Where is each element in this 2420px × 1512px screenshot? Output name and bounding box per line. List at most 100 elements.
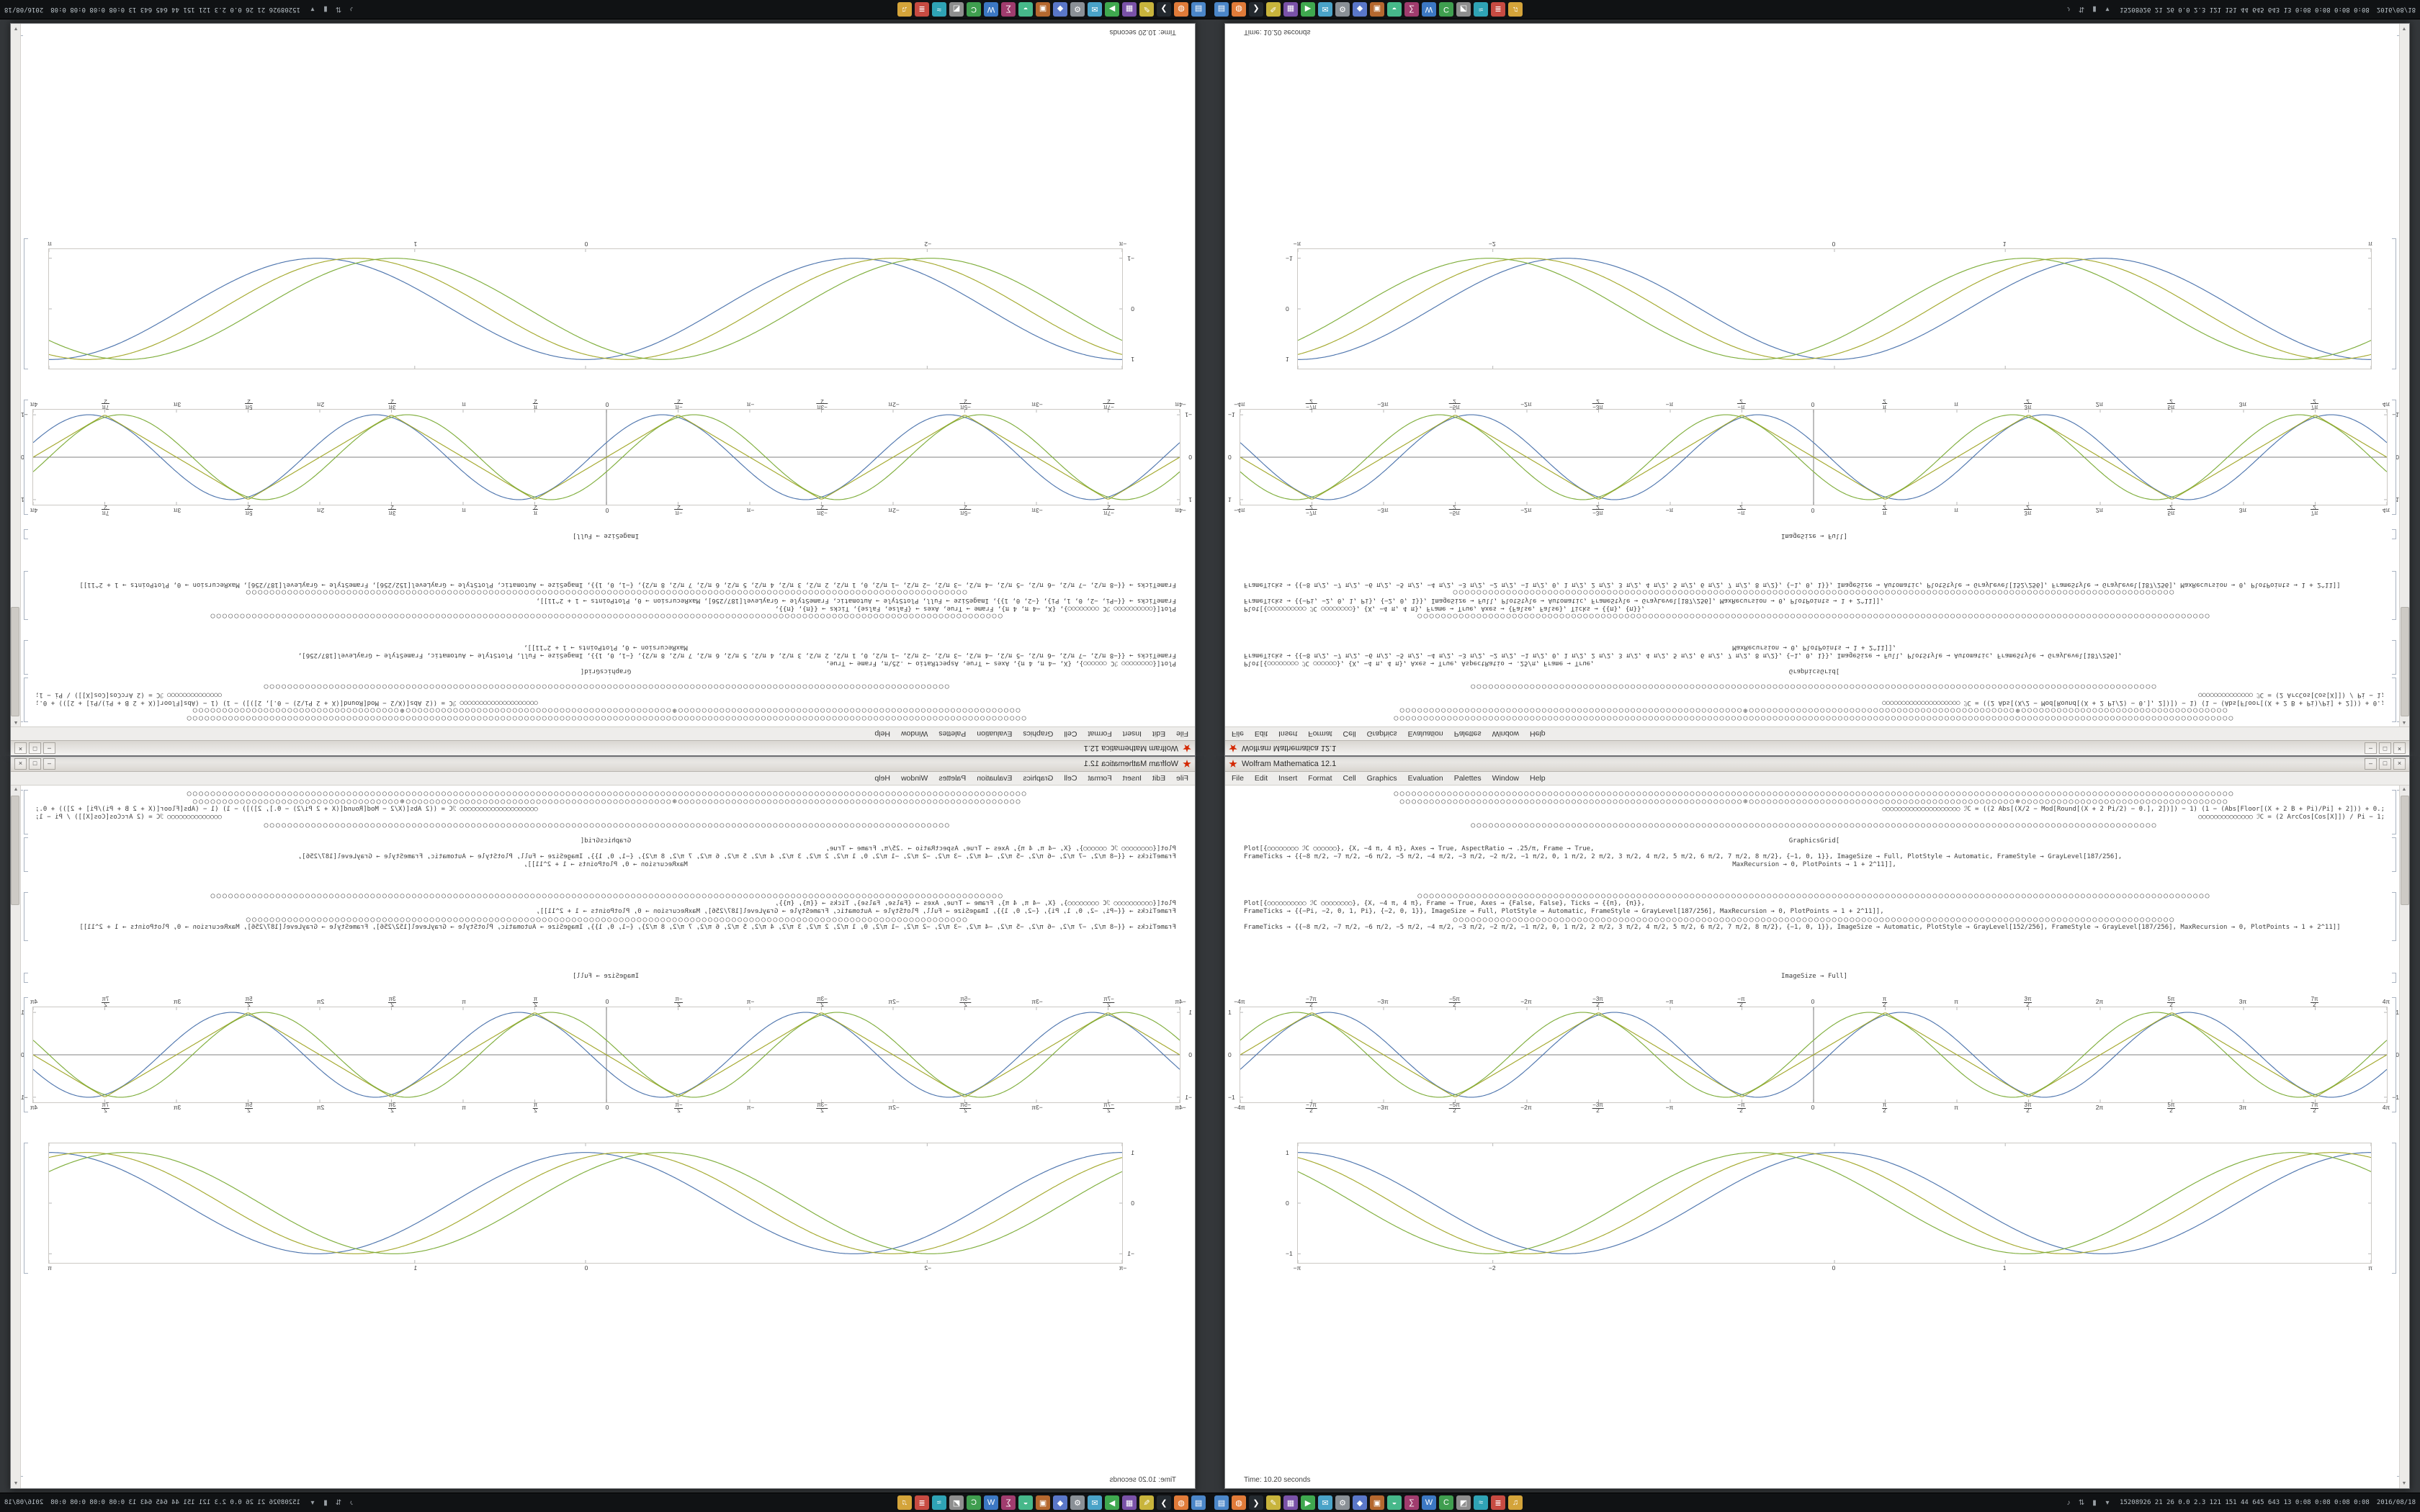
code-line[interactable]: ○○○○○○○○○○○○○○○○○○○○○○○○○○○○○○○○○○○○○○○○… <box>1471 822 2158 829</box>
code-line[interactable]: Plot[{○○○○○○○○ ℐC ○○○○○○}, {X, −4 π, 4 π… <box>825 660 1176 667</box>
image-viewer-icon[interactable]: ▦ <box>1122 2 1137 17</box>
window-titlebar[interactable]: Wolfram Mathematica 12.1 – □ × <box>11 757 1195 772</box>
menu-item-window[interactable]: Window <box>900 774 928 783</box>
screenshot-tool-icon[interactable]: ◩ <box>949 1495 964 1510</box>
settings-icon[interactable]: ⚙ <box>1335 1495 1350 1510</box>
code-line[interactable]: GraphicsGrid[ <box>580 837 632 845</box>
code-line[interactable]: Plot[{○○○○○○○○○○ ℐC ○○○○○○○○}, {X, −4 π,… <box>775 900 1176 907</box>
code-line[interactable]: ○○○○○○○○○○○○○○ ℐC = (2 ArcCos[Cos[X]]) /… <box>35 691 222 698</box>
menu-item-format[interactable]: Format <box>1308 729 1332 738</box>
menu-item-insert[interactable]: Insert <box>1278 729 1298 738</box>
code-line[interactable]: ○○○○○○○○○○○○○○○○○○○○○○○○○○○○○○○○○○○○○○○○… <box>262 683 949 690</box>
menu-item-palettes[interactable]: Palettes <box>938 729 967 738</box>
menu-item-graphics[interactable]: Graphics <box>1023 774 1054 783</box>
code-line[interactable]: ○○○○○○○○○○○○○○○○○○○○○○○○○○○○○○○○○○○○○○○○… <box>1453 588 2176 596</box>
web-browser-icon[interactable]: ◍ <box>1174 1495 1188 1510</box>
image-viewer-icon[interactable]: ▦ <box>1122 1495 1137 1510</box>
code-line[interactable]: FrameTicks → {{−8 π/2, −7 π/2, −6 π/2, −… <box>1244 853 2123 860</box>
menu-item-graphics[interactable]: Graphics <box>1366 729 1397 738</box>
code-line[interactable]: ○○○○○○○○○○○○○○○○○○○○○○○○○○○○○○○○○○○○○○○○… <box>209 892 1003 900</box>
code-line[interactable]: ○○○○○○○○○○○○○○○○○○○○ ℐC = ((2 Abs[(X/2 −… <box>1882 806 2385 813</box>
notifications-icon[interactable]: ▾ <box>2105 1498 2110 1507</box>
menu-item-format[interactable]: Format <box>1308 774 1332 783</box>
calculator-icon[interactable]: ∑ <box>1001 1495 1016 1510</box>
scrollbar[interactable]: ▲ ▼ <box>11 24 21 726</box>
code-line[interactable]: FrameTicks → {{−Pi, −2, 0, 1, Pi}, {−2, … <box>536 597 1176 604</box>
cell-bracket[interactable] <box>24 1143 28 1274</box>
scrollbar[interactable]: ▲ ▼ <box>11 786 21 1488</box>
code-line[interactable]: FrameTicks → {{−8 π/2, −7 π/2, −6 π/2, −… <box>1244 652 2123 659</box>
calculator-icon[interactable]: ∑ <box>1001 2 1016 17</box>
menu-item-edit[interactable]: Edit <box>1152 729 1166 738</box>
menu-item-edit[interactable]: Edit <box>1254 729 1268 738</box>
menu-item-cell[interactable]: Cell <box>1343 729 1356 738</box>
code-line[interactable]: ○○○○○○○○○○○○○○○○○○○○○○○○○○○○○○○○○○○○○○○○… <box>262 822 949 829</box>
scroll-down-arrow[interactable]: ▼ <box>13 1481 19 1486</box>
close-button[interactable]: × <box>2393 742 2406 754</box>
cell-bracket[interactable] <box>24 892 28 941</box>
close-button[interactable]: × <box>14 742 27 754</box>
code-line[interactable]: FrameTicks → {{−Pi, −2, 0, 1, Pi}, {−2, … <box>1244 908 1884 915</box>
notebook-content[interactable]: ○○○○○○○○○○○○○○○○○○○○○○○○○○○○○○○○○○○○○○○○… <box>11 786 1195 1488</box>
code-line[interactable]: ○○○○○○○○○○○○○○○○○○○○○○○○○○○○○○○○○○○○○○○○… <box>1394 714 2235 722</box>
code-line[interactable]: FrameTicks → {{−8 π/2, −7 π/2, −6 π/2, −… <box>1244 924 2341 931</box>
code-line[interactable]: ○○○○○○○○○○○○○○ ℐC = (2 ArcCos[Cos[X]]) /… <box>35 814 222 821</box>
network-icon[interactable]: ⇅ <box>2078 1498 2085 1507</box>
menu-item-cell[interactable]: Cell <box>1343 774 1356 783</box>
code-line[interactable]: MaxRecursion → 0, PlotPoints → 1 + 2^11]… <box>524 861 688 868</box>
mail-client-icon[interactable]: ✉ <box>1088 1495 1102 1510</box>
archive-manager-icon[interactable]: ▣ <box>1370 2 1384 17</box>
code-line[interactable]: ○○○○○○○○○○○○○○○○○○○○○○○○○○○○○○○○○○○○○○○○… <box>1417 892 2211 900</box>
scroll-down-arrow[interactable]: ▼ <box>2401 26 2407 31</box>
ide-icon[interactable]: ◆ <box>1353 2 1367 17</box>
battery-icon[interactable]: ▮ <box>323 1498 328 1507</box>
code-line[interactable]: ○○○○○○○○○○○○○○ ℐC = (2 ArcCos[Cos[X]]) /… <box>2198 814 2385 821</box>
menu-item-edit[interactable]: Edit <box>1152 774 1166 783</box>
input-cell-4[interactable]: ImageSize → Full] <box>1244 973 2385 981</box>
calculator-icon[interactable]: ∑ <box>1404 2 1419 17</box>
menu-item-insert[interactable]: Insert <box>1122 774 1142 783</box>
code-line[interactable]: ○○○○○○○○○○○○○○○○○○○○○○○○○○○○○○○○○○○○○○○○… <box>1399 706 2229 714</box>
code-line[interactable]: MaxRecursion → 0, PlotPoints → 1 + 2^11]… <box>524 644 688 651</box>
system-monitor-icon[interactable]: ≈ <box>1474 2 1488 17</box>
network-icon[interactable]: ⇅ <box>335 5 342 14</box>
code-line[interactable]: ImageSize → Full] <box>1780 973 1848 980</box>
code-line[interactable]: Plot[{○○○○○○○○○○ ℐC ○○○○○○○○}, {X, −4 π,… <box>775 605 1176 612</box>
file-manager-icon[interactable]: ▤ <box>1191 1495 1206 1510</box>
menu-item-evaluation[interactable]: Evaluation <box>977 774 1013 783</box>
screenshot-tool-icon[interactable]: ◩ <box>949 2 964 17</box>
cell-bracket[interactable] <box>24 238 28 369</box>
spreadsheet-icon[interactable]: C <box>1439 2 1453 17</box>
mail-client-icon[interactable]: ✉ <box>1318 2 1332 17</box>
notebook-content[interactable]: ○○○○○○○○○○○○○○○○○○○○○○○○○○○○○○○○○○○○○○○○… <box>11 24 1195 726</box>
office-writer-icon[interactable]: W <box>984 2 998 17</box>
web-browser-icon[interactable]: ◍ <box>1232 1495 1246 1510</box>
scroll-down-arrow[interactable]: ▼ <box>2401 1481 2407 1486</box>
volume-icon[interactable]: ♪ <box>2066 5 2071 14</box>
menu-item-window[interactable]: Window <box>900 729 928 738</box>
code-line[interactable]: ○○○○○○○○○○○○○○○○○○○○○○○○○○○○○○○○○○○○○○○○… <box>244 588 967 596</box>
code-line[interactable]: ○○○○○○○○○○○○○○○○○○○○○○○○○○○○○○○○○○○○○○○○… <box>1453 916 2176 924</box>
volume-icon[interactable]: ♪ <box>349 5 354 14</box>
text-editor-icon[interactable]: ✎ <box>1266 1495 1281 1510</box>
web-browser-icon[interactable]: ◍ <box>1232 2 1246 17</box>
archive-manager-icon[interactable]: ▣ <box>1036 2 1050 17</box>
archive-manager-icon[interactable]: ▣ <box>1370 1495 1384 1510</box>
menu-item-help[interactable]: Help <box>874 774 890 783</box>
code-line[interactable]: ○○○○○○○○○○○○○○○○○○○○ ℐC = ((2 Abs[(X/2 −… <box>1882 699 2385 706</box>
cell-bracket[interactable] <box>2392 997 2396 1112</box>
menu-item-palettes[interactable]: Palettes <box>1453 729 1482 738</box>
scroll-up-arrow[interactable]: ▲ <box>13 720 19 725</box>
chat-icon[interactable]: ◒ <box>1018 1495 1033 1510</box>
menu-item-graphics[interactable]: Graphics <box>1366 774 1397 783</box>
code-line[interactable]: Plot[{○○○○○○○○ ℐC ○○○○○○}, {X, −4 π, 4 π… <box>825 845 1176 852</box>
file-manager-icon[interactable]: ▤ <box>1191 2 1206 17</box>
notebook-content[interactable]: ○○○○○○○○○○○○○○○○○○○○○○○○○○○○○○○○○○○○○○○○… <box>1225 786 2409 1488</box>
media-player-icon[interactable]: ▶ <box>1105 1495 1119 1510</box>
cell-bracket[interactable] <box>24 640 28 675</box>
pdf-viewer-icon[interactable]: ≣ <box>915 2 929 17</box>
input-cell-3[interactable]: ○○○○○○○○○○○○○○○○○○○○○○○○○○○○○○○○○○○○○○○○… <box>1244 580 2385 620</box>
chat-icon[interactable]: ◒ <box>1387 1495 1402 1510</box>
terminal-icon[interactable]: ❯ <box>1249 1495 1263 1510</box>
menu-item-file[interactable]: File <box>1232 729 1244 738</box>
